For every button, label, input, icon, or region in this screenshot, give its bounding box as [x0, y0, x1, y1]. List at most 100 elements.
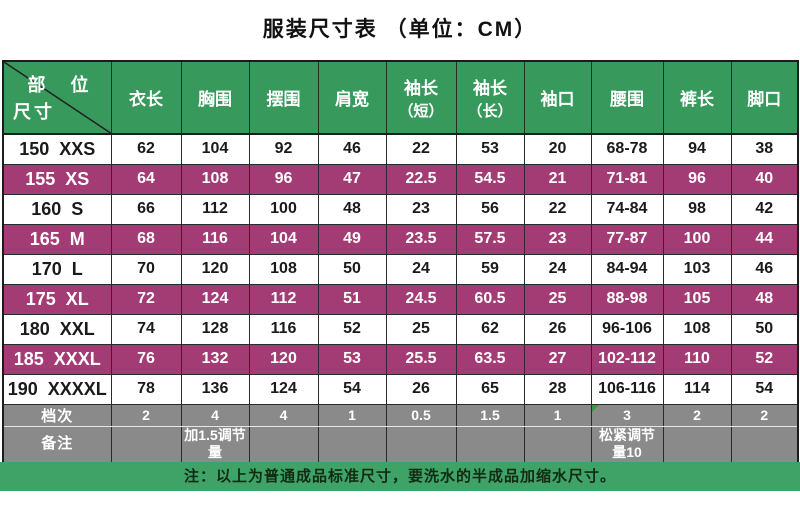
size-label: 155 XS: [2, 163, 112, 195]
value-cell: 106-116: [590, 373, 664, 405]
size-row: 175 XL 72 124 112 51 24.5 60.5 25 88-98 105 48: [2, 283, 799, 315]
value-cell: 72: [110, 283, 182, 315]
value-cell: 23: [385, 193, 457, 225]
value-cell: 96: [662, 163, 732, 195]
value-cell: 54: [730, 373, 799, 405]
col-header-pants-length: 裤长: [662, 60, 732, 135]
value-cell: 104: [248, 223, 319, 255]
value-cell: 60.5: [455, 283, 525, 315]
value-cell: 42: [730, 193, 799, 225]
remark-cell: 加1.5调节量: [180, 425, 250, 464]
remark-label: 备注: [2, 425, 112, 464]
value-cell: 63.5: [455, 343, 525, 375]
value-cell: 22: [385, 133, 457, 165]
value-cell: 74-84: [590, 193, 664, 225]
col-header-waist: 腰围: [590, 60, 664, 135]
header-row: 部 位 尺寸 衣长 胸围 摆围 肩宽 袖长 （短） 袖长 （长） 袖口 腰围 裤长 …: [2, 60, 799, 135]
value-cell: 78: [110, 373, 182, 405]
size-label: 150 XXS: [2, 133, 112, 165]
col-header-label: 袖口: [540, 89, 575, 109]
value-cell: 104: [180, 133, 250, 165]
grade-cell: 0.5: [385, 403, 457, 427]
value-cell: 76: [110, 343, 182, 375]
value-cell: 22.5: [385, 163, 457, 195]
value-cell: 70: [110, 253, 182, 285]
value-cell: 53: [455, 133, 525, 165]
value-cell: 57.5: [455, 223, 525, 255]
value-cell: 51: [317, 283, 387, 315]
size-row: 165 M 68 116 104 49 23.5 57.5 23 77-87 100 44: [2, 223, 799, 255]
size-row: 190 XXXXL 78 136 124 54 26 65 28 106-116 114 54: [2, 373, 799, 405]
value-cell: 120: [180, 253, 250, 285]
col-header-sleeve-long: 袖长 （长）: [455, 60, 525, 135]
value-cell: 64: [110, 163, 182, 195]
value-cell: 92: [248, 133, 319, 165]
grade-label: 档次: [2, 403, 112, 427]
value-cell: 54.5: [455, 163, 525, 195]
value-cell: 25.5: [385, 343, 457, 375]
value-cell: 108: [248, 253, 319, 285]
value-cell: 24: [385, 253, 457, 285]
value-cell: 128: [180, 313, 250, 345]
value-cell: 112: [180, 193, 250, 225]
value-cell: 54: [317, 373, 387, 405]
value-cell: 66: [110, 193, 182, 225]
value-cell: 47: [317, 163, 387, 195]
value-cell: 68: [110, 223, 182, 255]
value-cell: 100: [248, 193, 319, 225]
remark-cell: [385, 425, 457, 464]
value-cell: 26: [523, 313, 592, 345]
col-header-label: 摆围: [266, 89, 301, 109]
grade-cell: 3: [590, 403, 664, 427]
value-cell: 112: [248, 283, 319, 315]
remark-cell: [248, 425, 319, 464]
value-cell: 102-112: [590, 343, 664, 375]
size-row: 180 XXL 74 128 116 52 25 62 26 96-106 108 50: [2, 313, 799, 345]
value-cell: 56: [455, 193, 525, 225]
col-header-clothes-length: 衣长: [110, 60, 182, 135]
col-header-cuff: 袖口: [523, 60, 592, 135]
value-cell: 132: [180, 343, 250, 375]
value-cell: 71-81: [590, 163, 664, 195]
size-label: 185 XXXL: [2, 343, 112, 375]
grade-cell: 2: [110, 403, 182, 427]
footnote: 注：以上为普通成品标准尺寸，要洗水的半成品加缩水尺寸。: [0, 462, 800, 491]
grade-cell: 2: [662, 403, 732, 427]
size-row: 170 L 70 120 108 50 24 59 24 84-94 103 46: [2, 253, 799, 285]
value-cell: 59: [455, 253, 525, 285]
col-header-label: 脚口: [747, 89, 782, 109]
col-header-label: 腰围: [610, 89, 644, 109]
value-cell: 23.5: [385, 223, 457, 255]
corner-top-label: 部 位: [27, 75, 99, 95]
value-cell: 84-94: [590, 253, 664, 285]
col-header-label: 衣长: [129, 89, 163, 109]
col-header-shoulder: 肩宽: [317, 60, 387, 135]
value-cell: 103: [662, 253, 732, 285]
cell-comment-marker-icon: [592, 405, 599, 412]
value-cell: 120: [248, 343, 319, 375]
col-header-label: 袖长: [404, 79, 438, 98]
value-cell: 38: [730, 133, 799, 165]
remark-row: 备注 加1.5调节量 松紧调节量10: [2, 425, 799, 464]
value-cell: 62: [455, 313, 525, 345]
value-cell: 116: [180, 223, 250, 255]
col-header-hem: 摆围: [248, 60, 319, 135]
size-row: 185 XXXL 76 132 120 53 25.5 63.5 27 102-112 110 52: [2, 343, 799, 375]
value-cell: 100: [662, 223, 732, 255]
grade-cell: 4: [248, 403, 319, 427]
col-header-sleeve-short: 袖长 （短）: [385, 60, 457, 135]
value-cell: 25: [523, 283, 592, 315]
value-cell: 77-87: [590, 223, 664, 255]
value-cell: 116: [248, 313, 319, 345]
remark-cell: 松紧调节量10: [590, 425, 664, 464]
col-header-label2: （短）: [398, 103, 444, 120]
value-cell: 44: [730, 223, 799, 255]
col-header-label2: （长）: [467, 103, 513, 120]
value-cell: 65: [455, 373, 525, 405]
remark-cell: [317, 425, 387, 464]
value-cell: 50: [730, 313, 799, 345]
value-cell: 96: [248, 163, 319, 195]
col-header-label: 胸围: [198, 89, 232, 109]
size-label: 165 M: [2, 223, 112, 255]
size-row: 155 XS 64 108 96 47 22.5 54.5 21 71-81 96 40: [2, 163, 799, 195]
